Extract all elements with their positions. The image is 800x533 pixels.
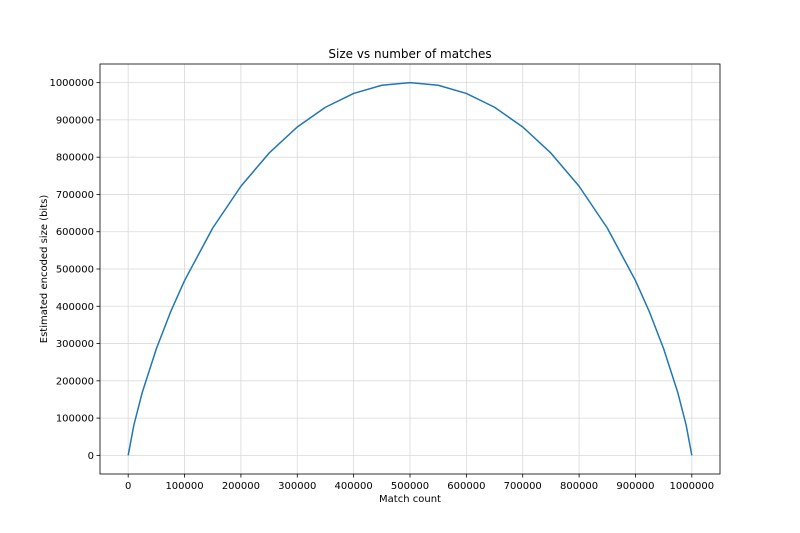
x-tick-label: 300000	[278, 481, 316, 492]
y-tick-label: 0	[88, 451, 94, 462]
x-tick-label: 500000	[391, 481, 429, 492]
x-tick-label: 700000	[504, 481, 542, 492]
x-axis-title: Match count	[379, 494, 441, 505]
series	[127, 81, 693, 456]
y-tick-label: 1000000	[49, 78, 94, 89]
grid	[100, 64, 720, 474]
x-tick-label: 800000	[560, 481, 598, 492]
x-tick-label: 400000	[335, 481, 373, 492]
x-tick-label: 900000	[616, 481, 654, 492]
chart-title: Size vs number of matches	[328, 47, 491, 61]
x-tick-label: 100000	[165, 481, 203, 492]
series-line	[127, 81, 693, 456]
ticks: 0 100000 200000 300000 400000 500000 600000 700…	[49, 78, 714, 492]
y-tick-label: 600000	[56, 227, 94, 238]
x-tick-label: 200000	[222, 481, 260, 492]
y-tick-label: 200000	[56, 376, 94, 387]
y-tick-label: 400000	[56, 302, 94, 313]
y-tick-label: 800000	[56, 153, 94, 164]
y-tick-label: 500000	[56, 265, 94, 276]
y-tick-label: 100000	[56, 414, 94, 425]
x-tick-label: 0	[125, 481, 131, 492]
y-tick-label: 700000	[56, 190, 94, 201]
y-tick-label: 900000	[56, 115, 94, 126]
x-tick-label: 600000	[447, 481, 485, 492]
x-tick-label: 1000000	[670, 481, 715, 492]
y-tick-label: 300000	[56, 339, 94, 350]
y-axis-title: Estimated encoded size (bits)	[39, 195, 50, 344]
